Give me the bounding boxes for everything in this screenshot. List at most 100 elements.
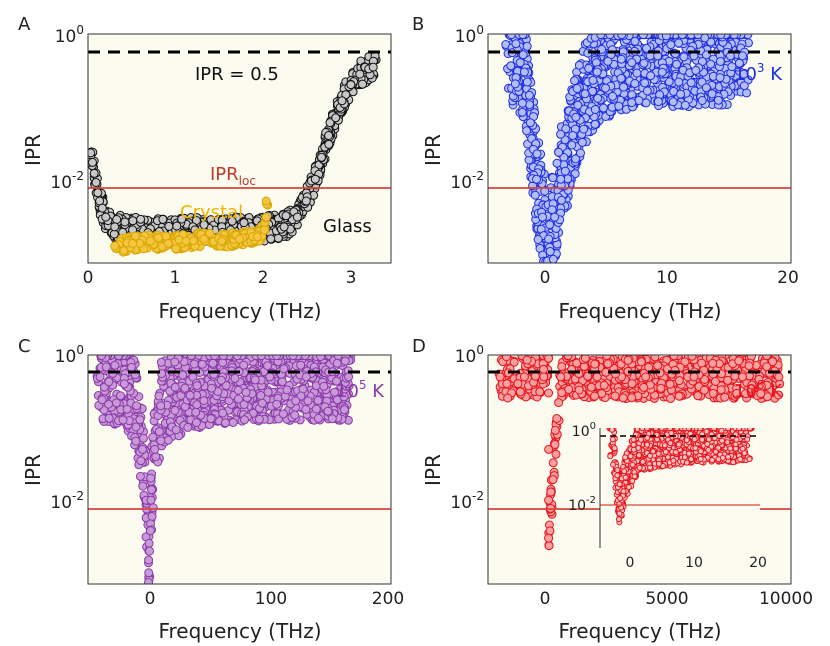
point-1e5K [122, 404, 132, 414]
point-1e3K [561, 124, 571, 134]
point-1e3K [642, 86, 652, 96]
point-1e8K [773, 390, 783, 400]
point-1e5K [282, 385, 292, 395]
glass-point [337, 96, 347, 106]
glass-point [172, 221, 182, 231]
point-1e8K [641, 372, 651, 382]
point-1e5K [210, 355, 220, 361]
point-1e8K [544, 541, 554, 551]
x-tick-d-1: 5000 [645, 589, 688, 609]
point-1e8K [754, 374, 764, 384]
x-label-a: Frequency (THz) [158, 299, 321, 323]
point-1e3K [545, 247, 555, 256]
crystal-point [128, 239, 138, 248]
glass-point [279, 222, 289, 232]
point-1e3K [511, 39, 521, 49]
point-1e8K [627, 379, 637, 389]
point-1e3K [538, 212, 547, 222]
point-1e8K [623, 355, 633, 365]
point-1e3K [522, 41, 532, 51]
crystal-point [163, 239, 173, 248]
crystal-point [199, 234, 209, 244]
point-1e3K [734, 58, 744, 68]
point-1e3K [727, 62, 737, 72]
point-1e5K [119, 379, 129, 389]
point-1e5K [265, 372, 275, 382]
point-1e5K [131, 436, 141, 446]
point-1e5K [218, 408, 228, 418]
point-1e5K [301, 372, 311, 382]
point-1e3K [547, 205, 557, 215]
glass-point [112, 215, 122, 224]
point-1e5K [127, 362, 136, 372]
point-1e5K [206, 414, 216, 424]
point-1e5K [216, 375, 226, 385]
glass-point [325, 118, 335, 128]
point-1e3K [568, 131, 578, 140]
point-1e5K [131, 422, 141, 432]
point-1e8K [665, 379, 675, 389]
point-1e5K [220, 418, 230, 428]
point-1e5K [138, 444, 147, 454]
glass-point [331, 113, 341, 123]
scatter-cloud-a [88, 51, 381, 257]
crystal-point [110, 241, 120, 251]
glass-point [88, 148, 96, 158]
crystal-point [235, 234, 244, 244]
crystal-point [205, 228, 215, 238]
point-1e5K [150, 444, 160, 454]
point-1e5K [250, 375, 260, 385]
point-1e8K [580, 355, 590, 363]
glass-point [346, 80, 356, 90]
crystal-point [181, 236, 191, 246]
point-1e3K [738, 51, 747, 61]
crystal-point [261, 212, 271, 222]
glass-point [324, 139, 334, 149]
point-1e3K [632, 68, 642, 78]
point-1e5K [327, 414, 337, 424]
point-1e5K [199, 396, 209, 406]
point-1e8K [515, 387, 525, 397]
point-1e3K [706, 59, 716, 69]
legend-crystal: Crystal [180, 202, 243, 223]
point-1e8K [592, 372, 602, 382]
temperature-label-c: 105 K [336, 378, 385, 402]
x-label-c: Frequency (THz) [158, 619, 321, 643]
point-1e5K [277, 377, 287, 387]
point-1e5K [135, 415, 145, 425]
point-1e5K [97, 395, 107, 405]
panel-label-b: B [412, 14, 424, 35]
point-1e5K [145, 526, 155, 536]
point-1e3K [639, 58, 649, 68]
point-1e3K [556, 129, 566, 139]
point-1e5K [171, 425, 181, 435]
point-1e3K [617, 34, 627, 40]
y-tick-a-top: 100 [55, 23, 84, 47]
point-1e5K [180, 383, 190, 393]
point-1e3K [530, 190, 540, 200]
point-1e3K [677, 34, 687, 40]
point-1e8K [546, 487, 556, 497]
point-1e5K [233, 385, 243, 395]
point-1e8K [552, 414, 562, 423]
point-1e3K [533, 235, 543, 244]
x-tick-a-2: 2 [258, 268, 269, 288]
point-1e8K [544, 388, 554, 398]
point-1e3K [560, 166, 570, 176]
point-1e8K [774, 372, 784, 382]
point-1e3K [588, 75, 598, 85]
point-1e5K [104, 377, 114, 387]
annotation-ipr-loc: IPRloc [210, 164, 256, 188]
point-1e8K [556, 372, 566, 382]
x-tick-c-1: 100 [255, 589, 287, 609]
point-1e5K [170, 382, 180, 392]
point-1e5K [256, 355, 266, 361]
point-1e3K [603, 56, 613, 66]
point-1e5K [272, 399, 282, 409]
temperature-label-b: 103 K [734, 61, 783, 85]
point-1e8K [747, 380, 757, 390]
point-1e8K [522, 355, 532, 365]
point-1e8K [509, 357, 519, 367]
point-1e8K [610, 391, 620, 401]
